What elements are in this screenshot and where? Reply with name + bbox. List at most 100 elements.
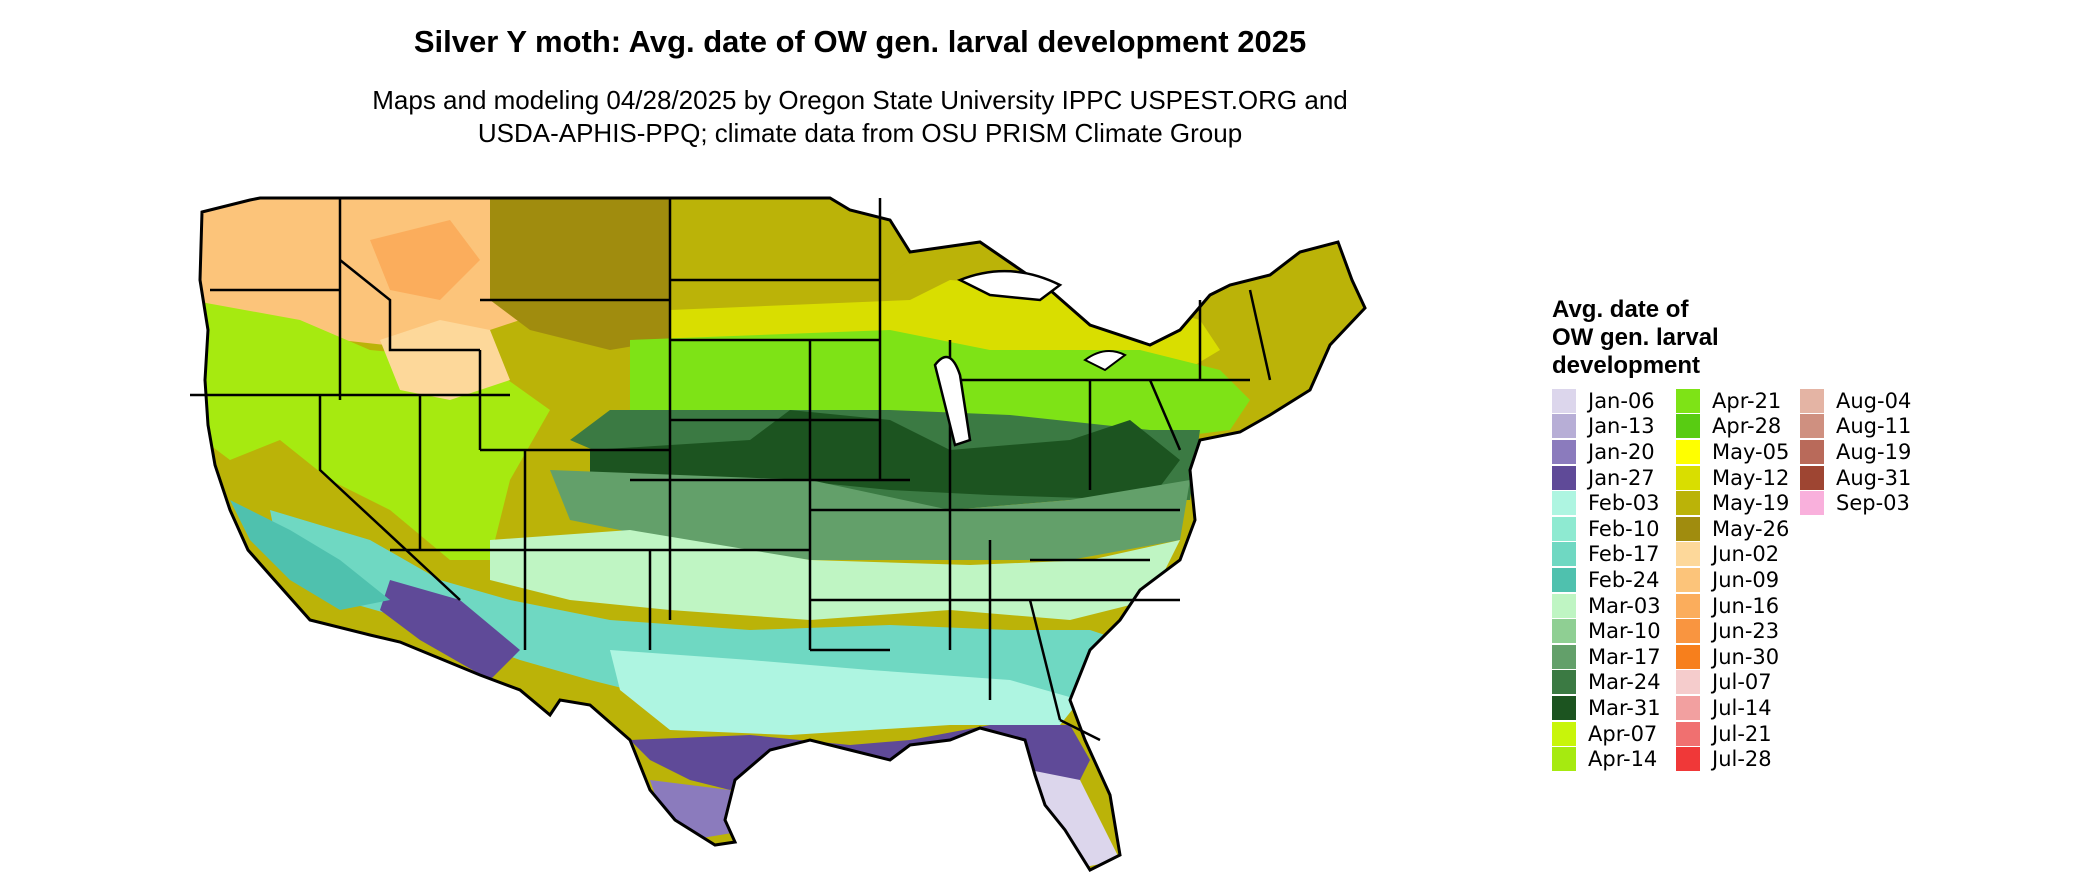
legend-item: Jan-20 [1552,439,1676,465]
legend-item: Feb-10 [1552,516,1676,542]
legend-swatch [1676,619,1700,644]
legend-item: Mar-10 [1552,618,1676,644]
legend-label: Aug-04 [1836,388,1912,413]
legend-item: Mar-03 [1552,593,1676,619]
legend-item: Aug-19 [1800,439,1924,465]
legend-label: May-19 [1712,491,1790,516]
us-degree-day-map [190,196,1367,872]
legend-item: May-05 [1676,439,1800,465]
legend-swatch [1552,747,1576,772]
lake-superior [956,269,1063,302]
legend-swatch [1676,695,1700,720]
legend-label: Mar-10 [1588,619,1661,644]
legend-swatch [1552,567,1576,592]
legend-title-line-3: development [1552,352,1701,379]
legend-swatch [1552,465,1576,490]
legend-item: Jul-21 [1676,721,1800,747]
legend-label: Mar-31 [1588,695,1661,720]
legend-item: Mar-24 [1552,670,1676,696]
legend-column: Jan-06 Jan-13 Jan-20 Jan-27 Feb-03 Feb-10 Feb-… [1552,388,1676,772]
legend-label: May-12 [1712,465,1790,490]
legend-label: Jan-06 [1588,388,1655,413]
subtitle-line-2: USDA-APHIS-PPQ; climate data from OSU PR… [477,118,1243,148]
legend-label: Apr-07 [1588,721,1658,746]
legend-label: Jan-27 [1588,465,1655,490]
legend-label: Apr-28 [1712,414,1782,439]
legend-item: Apr-21 [1676,388,1800,414]
legend-title-line-1: Avg. date of [1552,296,1689,323]
legend-swatch [1676,465,1700,490]
legend-swatch [1676,567,1700,592]
legend-column: Apr-21 Apr-28 May-05 May-12 May-19 May-26 Jun-… [1676,388,1800,772]
legend-swatch [1552,619,1576,644]
legend-item: Jul-14 [1676,695,1800,721]
legend-item: Mar-31 [1552,695,1676,721]
legend-swatch [1552,721,1576,746]
legend-label: Jan-13 [1588,414,1655,439]
legend-label: May-26 [1712,516,1790,541]
legend-label: Jul-28 [1712,747,1772,772]
legend-item: May-19 [1676,490,1800,516]
legend-swatch [1676,644,1700,669]
legend-swatch [1800,491,1824,516]
legend-label: Mar-03 [1588,593,1661,618]
map-legend: Avg. date of OW gen. larval development … [1552,296,1924,772]
legend-swatch [1552,414,1576,439]
legend-swatch [1552,695,1576,720]
legend-label: Aug-11 [1836,414,1912,439]
legend-label: Jun-09 [1712,567,1780,592]
legend-swatch [1676,388,1700,413]
legend-item: Apr-28 [1676,414,1800,440]
lake-huron [1083,350,1127,372]
legend-label: Jun-02 [1712,542,1780,567]
legend-label: Mar-17 [1588,644,1661,669]
legend-swatch [1800,388,1824,413]
legend-swatch [1552,644,1576,669]
legend-swatch [1676,414,1700,439]
legend-swatch [1552,593,1576,618]
state-borders [190,198,1272,742]
legend-label: Aug-19 [1836,439,1912,464]
legend-item: Aug-31 [1800,465,1924,491]
legend-item: Jun-09 [1676,567,1800,593]
legend-item: Feb-17 [1552,542,1676,568]
lake-michigan [933,355,972,447]
legend-swatch [1552,439,1576,464]
legend-swatch [1800,414,1824,439]
legend-swatch [1676,542,1700,567]
legend-item: Jan-06 [1552,388,1676,414]
legend-item: Jun-16 [1676,593,1800,619]
legend-item: Aug-11 [1800,414,1924,440]
map-subtitle: Maps and modeling 04/28/2025 by Oregon S… [0,84,1720,150]
legend-swatch [1676,721,1700,746]
legend-swatch [1676,516,1700,541]
legend-item: Jul-28 [1676,746,1800,772]
legend-label: Jun-23 [1712,619,1780,644]
legend-label: Aug-31 [1836,465,1912,490]
legend-item: Apr-07 [1552,721,1676,747]
legend-swatch [1552,516,1576,541]
legend-label: Mar-24 [1588,670,1661,695]
legend-label: Apr-21 [1712,388,1782,413]
legend-swatch [1800,465,1824,490]
subtitle-line-1: Maps and modeling 04/28/2025 by Oregon S… [372,85,1348,115]
legend-swatch [1676,439,1700,464]
legend-item: Aug-04 [1800,388,1924,414]
legend-swatch [1800,439,1824,464]
legend-label: Feb-17 [1588,542,1660,567]
legend-item: Jun-23 [1676,618,1800,644]
legend-label: Apr-14 [1588,747,1658,772]
legend-label: Feb-03 [1588,491,1660,516]
legend-label: Sep-03 [1836,491,1910,516]
legend-item: Mar-17 [1552,644,1676,670]
legend-label: Jun-16 [1712,593,1780,618]
legend-item: Feb-03 [1552,490,1676,516]
legend-label: Feb-10 [1588,516,1660,541]
legend-swatch [1676,747,1700,772]
legend-label: Jun-30 [1712,644,1780,669]
legend-swatch [1676,491,1700,516]
legend-item: Sep-03 [1800,490,1924,516]
legend-item: May-12 [1676,465,1800,491]
map-title: Silver Y moth: Avg. date of OW gen. larv… [413,24,1307,59]
legend-label: Jul-21 [1712,721,1772,746]
